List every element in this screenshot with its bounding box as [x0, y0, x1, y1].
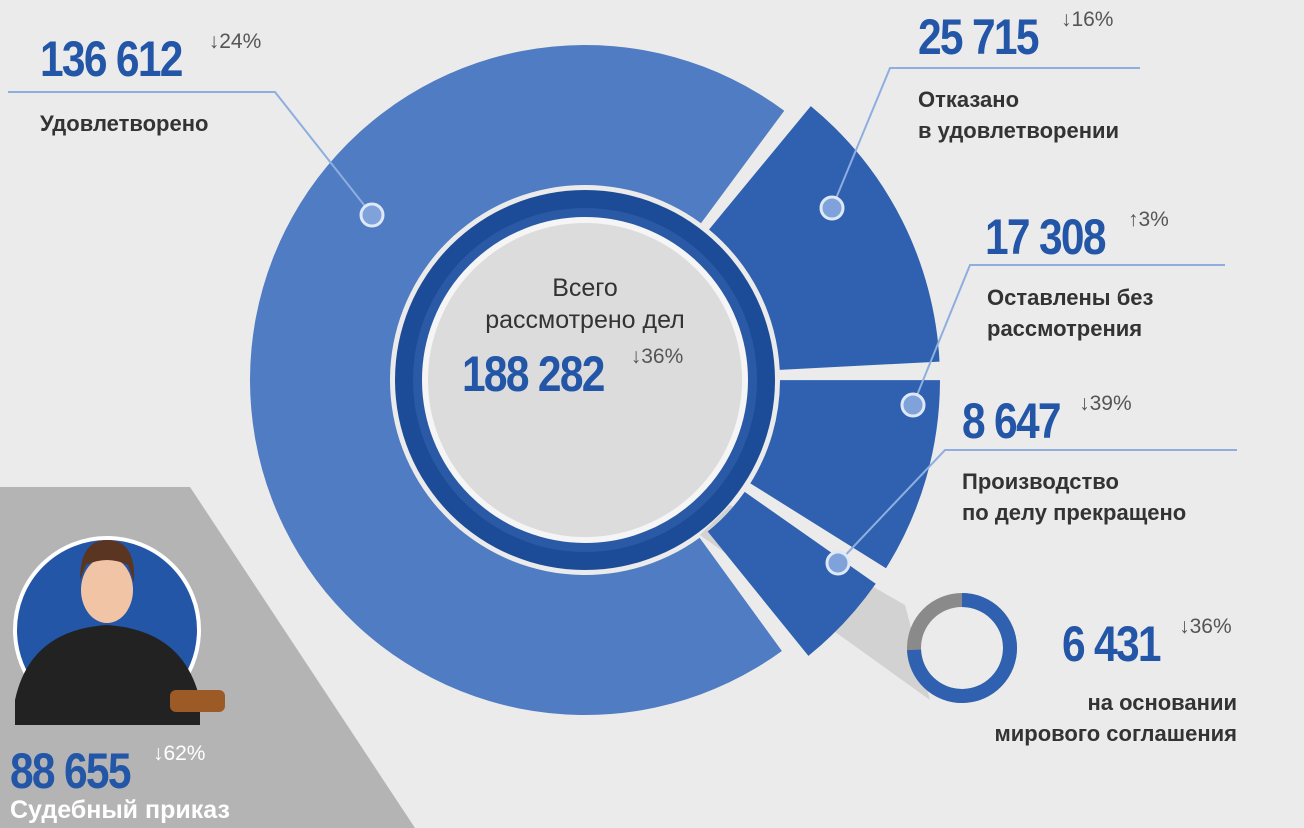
total-change: ↓36% — [631, 345, 684, 368]
category-text: Производство по делу прекращено — [962, 469, 1186, 525]
court-row: 88 655 ↓62% — [10, 742, 205, 800]
value-row: 136 612 ↓24% — [40, 30, 261, 88]
court-value: 88 655 — [10, 742, 130, 800]
gavel — [170, 690, 225, 712]
infographic: 136 612 ↓24% Удовлетворено 25 715 ↓16% Отказа… — [0, 0, 1304, 828]
avatar-face — [81, 557, 133, 623]
center-title-text: Всего рассмотрено дел — [485, 274, 685, 334]
change-label: ↑3% — [1128, 208, 1169, 231]
change-label: ↓39% — [1079, 392, 1132, 415]
settlement-label: на основании мирового соглашения — [995, 687, 1238, 749]
value-label: 136 612 — [40, 30, 182, 88]
leader-dot — [821, 197, 843, 219]
court-text: Судебный приказ — [10, 796, 230, 824]
court-change: ↓62% — [153, 742, 206, 765]
leader-dot — [361, 204, 383, 226]
category-text: Оставлены без рассмотрения — [987, 285, 1153, 341]
change-label: ↓16% — [1061, 8, 1114, 31]
total-label: 188 282 — [462, 345, 604, 403]
settlement-change: ↓36% — [1179, 615, 1232, 638]
settlement-value: 6 431 — [1062, 615, 1160, 673]
court-label: Судебный приказ — [10, 795, 230, 826]
value-label: 25 715 — [918, 8, 1038, 66]
value-row: 25 715 ↓16% — [918, 8, 1113, 66]
category-label: Производство по делу прекращено — [962, 466, 1186, 528]
category-label: Отказано в удовлетворении — [918, 84, 1119, 146]
value-row: 17 308 ↑3% — [985, 208, 1169, 266]
leader-dot — [902, 394, 924, 416]
category-text: Удовлетворено — [40, 111, 208, 136]
category-label: Оставлены без рассмотрения — [987, 282, 1153, 344]
settlement-text: на основании мирового соглашения — [995, 690, 1238, 746]
center-title: Всего рассмотрено дел — [435, 272, 735, 336]
leader-dot — [827, 552, 849, 574]
category-label: Удовлетворено — [40, 108, 208, 139]
value-label: 17 308 — [985, 208, 1105, 266]
value-label: 8 647 — [962, 392, 1060, 450]
settlement-row: 6 431 ↓36% — [1062, 615, 1232, 673]
category-text: Отказано в удовлетворении — [918, 87, 1119, 143]
value-row: 8 647 ↓39% — [962, 392, 1132, 450]
total-row: 188 282 ↓36% — [462, 345, 683, 403]
change-label: ↓24% — [209, 30, 262, 53]
